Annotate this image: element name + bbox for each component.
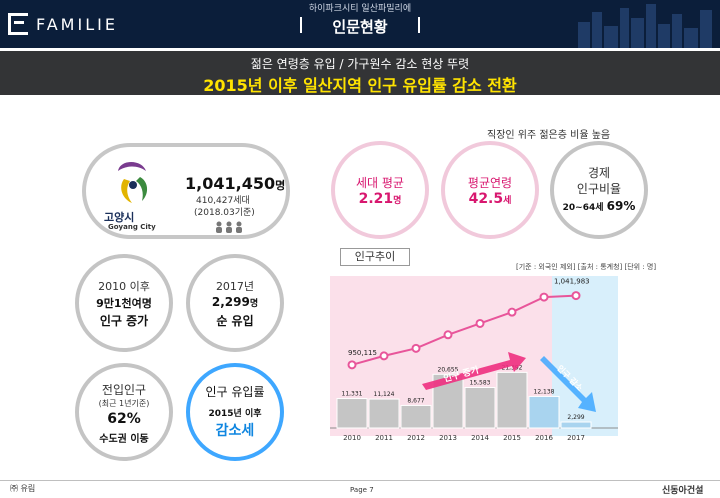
chart-line-point-2010	[347, 360, 357, 370]
chart-bar-label-2013: 20,655	[438, 366, 459, 373]
chart-line-point-2015	[507, 307, 517, 317]
goyang-summary: 고양시 Goyang City 1,041,450명 410,427세대 (20…	[82, 143, 290, 239]
chart-bar-label-2015: 21,392	[502, 364, 523, 371]
chart-line-label-first: 950,115	[348, 349, 377, 357]
basis-date: (2018.03기준)	[194, 208, 255, 218]
title-divider-left	[300, 17, 302, 33]
chart-bar-2017	[560, 421, 592, 429]
chart-x-label-2016: 2016	[535, 434, 553, 442]
footer-right-logo: 신동아건설	[662, 486, 704, 496]
chart-x-label-2014: 2014	[471, 434, 489, 442]
chart-bar-2010	[336, 398, 368, 429]
chart-x-label-2011: 2011	[375, 434, 393, 442]
chart-zone-decrease	[552, 276, 618, 436]
chart-x-label-2010: 2010	[343, 434, 361, 442]
banner: 젊은 연령층 유입 / 가구원수 감소 현상 뚜렷 2015년 이후 일산지역 …	[0, 51, 720, 95]
skyline-icon	[578, 4, 712, 48]
goyang-name: 고양시	[104, 211, 135, 224]
stat-pop-increase: 2010 이후 9만1천여명 인구 증가	[75, 254, 173, 352]
chart-x-label-2012: 2012	[407, 434, 425, 442]
stat-household-avg: 세대 평균 2.21명	[331, 141, 429, 239]
chart-panel-title: 인구추이	[340, 248, 410, 266]
stat-inflow-decline: 인구 유입률 2015년 이후 감소세	[186, 363, 284, 461]
chart-arrow-up	[422, 352, 526, 390]
chart-bar-label-2014: 15,583	[470, 379, 491, 386]
chart-source-note: [기준 : 외국인 제외] [출처 : 통계청] [단위 : 명]	[516, 263, 657, 271]
page-number: Page 7	[350, 486, 374, 494]
stat-economic-pop: 경제 인구비율 20~64세 69%	[550, 141, 648, 239]
chart-x-label-2013: 2013	[439, 434, 457, 442]
chart-bar-label-2017: 2,299	[567, 414, 584, 421]
banner-headline: 2015년 이후 일산지역 인구 유입률 감소 전환	[203, 76, 517, 95]
chart-line-point-2014	[475, 318, 485, 328]
chart-x-label-2015: 2015	[503, 434, 521, 442]
population-value: 1,041,450명	[185, 174, 286, 193]
chart-bar-2016	[528, 395, 560, 429]
chart-line-point-2012	[411, 343, 421, 353]
goyang-emblem-icon	[118, 162, 148, 203]
logo-text: FAMILIE	[36, 15, 118, 34]
chart-line-point-2017	[571, 291, 581, 301]
page-title: 인문현황	[332, 18, 388, 36]
chart-arrow-down	[540, 356, 596, 412]
footer-left-logo: ㈜ 유림	[10, 484, 36, 493]
people-icon	[216, 221, 242, 233]
chart-bar-2011	[368, 398, 400, 429]
chart-line-label-last: 1,041,983	[554, 278, 590, 286]
chart-line-point-2011	[379, 351, 389, 361]
chart-bar-2012	[400, 404, 432, 429]
chart-bar-label-2011: 11,124	[374, 391, 395, 398]
stat-net-inflow: 2017년 2,299명 순 유입	[186, 254, 284, 352]
title-divider-right	[418, 17, 420, 33]
footer-divider	[0, 480, 720, 481]
population-chart: 11,331 2010 11,124 2011 8,677 2012 20,655 2013 1…	[330, 276, 618, 442]
goyang-name-en: Goyang City	[108, 223, 156, 231]
stat-avg-age: 평균연령 42.5세	[441, 141, 539, 239]
household-count: 410,427세대	[196, 196, 250, 206]
chart-bar-label-2016: 12,138	[534, 388, 555, 395]
chart-line-point-2016	[539, 292, 549, 302]
super-title: 하이파크시티 일산파밀리에	[308, 4, 412, 14]
chart-bar-label-2010: 11,331	[342, 391, 363, 398]
chart-x-label-2017: 2017	[567, 434, 585, 442]
caption-young: 직장인 위주 젊은층 비율 높음	[487, 130, 611, 141]
stat-move-in: 전입인구 (최근 1년기준) 62% 수도권 이동	[75, 363, 173, 461]
chart-bar-2014	[464, 386, 496, 429]
header: FAMILIE 하이파크시티 일산파밀리에 인문현황	[0, 0, 720, 48]
chart-bar-2015	[496, 371, 528, 429]
chart-line-point-2013	[443, 330, 453, 340]
banner-subtitle: 젊은 연령층 유입 / 가구원수 감소 현상 뚜렷	[250, 57, 470, 71]
logo-icon	[8, 13, 28, 35]
chart-bar-label-2012: 8,677	[407, 397, 424, 404]
chart-line-series	[351, 294, 577, 366]
